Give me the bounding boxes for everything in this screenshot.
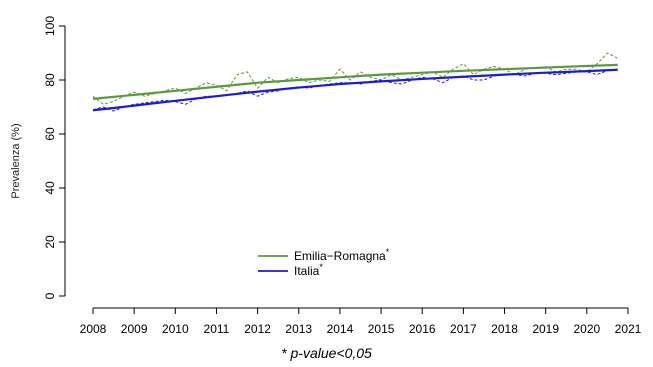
x-tick-label: 2009	[121, 322, 148, 336]
x-tick-label: 2019	[532, 322, 559, 336]
x-tick-label: 2021	[615, 322, 642, 336]
x-tick-label: 2016	[409, 322, 436, 336]
series-layer	[92, 52, 618, 112]
x-tick-label: 2014	[327, 322, 354, 336]
legend-label-emilia-romagna: Emilia−Romagna*	[294, 247, 390, 263]
observed-line-emilia-romagna	[92, 52, 618, 105]
plot-area: 0 20 40 60 80 100 2008 2009 2010 2011 2012 2013 201…	[10, 16, 642, 336]
y-tick-label: 20	[43, 235, 57, 249]
y-tick-label: 0	[43, 292, 57, 299]
x-tick-label: 2015	[368, 322, 395, 336]
x-tick-label: 2017	[450, 322, 477, 336]
y-tick-label: 60	[43, 127, 57, 141]
x-ticks: 2008 2009 2010 2011 2012 2013 2014 2015 2016 2017…	[80, 308, 642, 336]
footnote: * p-value<0,05	[281, 345, 372, 361]
y-tick-label: 80	[43, 73, 57, 87]
legend-label-italia: Italia*	[294, 262, 323, 278]
x-tick-label: 2012	[244, 322, 271, 336]
x-tick-label: 2013	[285, 322, 312, 336]
x-tick-label: 2008	[80, 322, 107, 336]
chart: 0 20 40 60 80 100 2008 2009 2010 2011 2012 2013 201…	[10, 16, 642, 336]
x-tick-label: 2011	[204, 322, 230, 336]
trend-line-emilia-romagna	[92, 63, 618, 100]
x-tick-label: 2018	[491, 322, 518, 336]
legend: Emilia−Romagna* Italia*	[258, 247, 390, 278]
trend-line-italia	[92, 68, 618, 112]
y-tick-label: 100	[43, 16, 57, 36]
x-tick-label: 2020	[573, 322, 600, 336]
y-axis-title: Prevalenza (%)	[10, 123, 22, 198]
y-ticks: 0 20 40 60 80 100	[43, 16, 65, 299]
y-tick-label: 40	[43, 181, 57, 195]
x-tick-label: 2010	[162, 322, 189, 336]
